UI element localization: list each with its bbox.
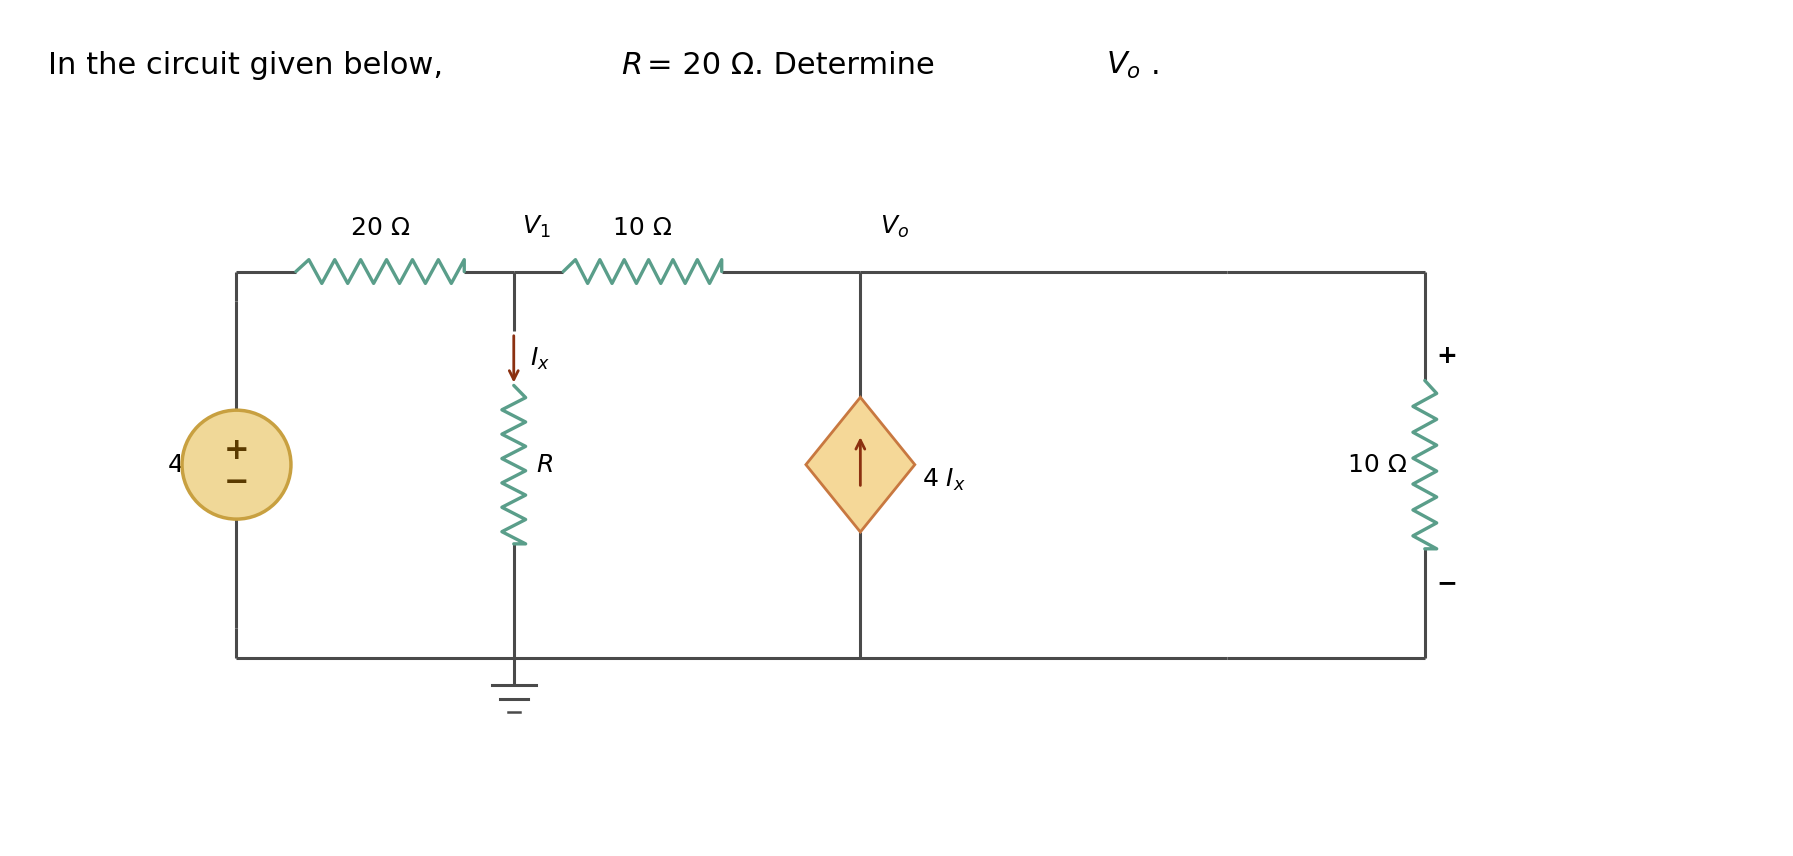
Text: 40 V: 40 V: [167, 453, 224, 477]
Text: 10 Ω: 10 Ω: [1348, 453, 1408, 477]
Text: = 20 Ω. Determine: = 20 Ω. Determine: [647, 51, 945, 80]
Text: In the circuit given below,: In the circuit given below,: [48, 51, 454, 80]
Text: .: .: [1151, 51, 1160, 80]
Text: −: −: [224, 468, 249, 497]
Text: $R$: $R$: [536, 453, 552, 477]
Text: $I_x$: $I_x$: [529, 346, 549, 372]
Text: $R$: $R$: [620, 51, 642, 80]
Text: $V_o$: $V_o$: [880, 214, 909, 240]
Text: 4 $I_x$: 4 $I_x$: [922, 467, 965, 492]
Polygon shape: [805, 397, 914, 532]
Text: +: +: [1436, 344, 1458, 368]
Text: −: −: [1436, 572, 1458, 596]
Text: +: +: [224, 437, 249, 466]
Text: 20 Ω: 20 Ω: [350, 216, 409, 240]
Text: $V_1$: $V_1$: [522, 214, 550, 240]
Text: 10 Ω: 10 Ω: [613, 216, 672, 240]
Text: $V_o$: $V_o$: [1106, 50, 1140, 81]
Circle shape: [183, 410, 290, 519]
